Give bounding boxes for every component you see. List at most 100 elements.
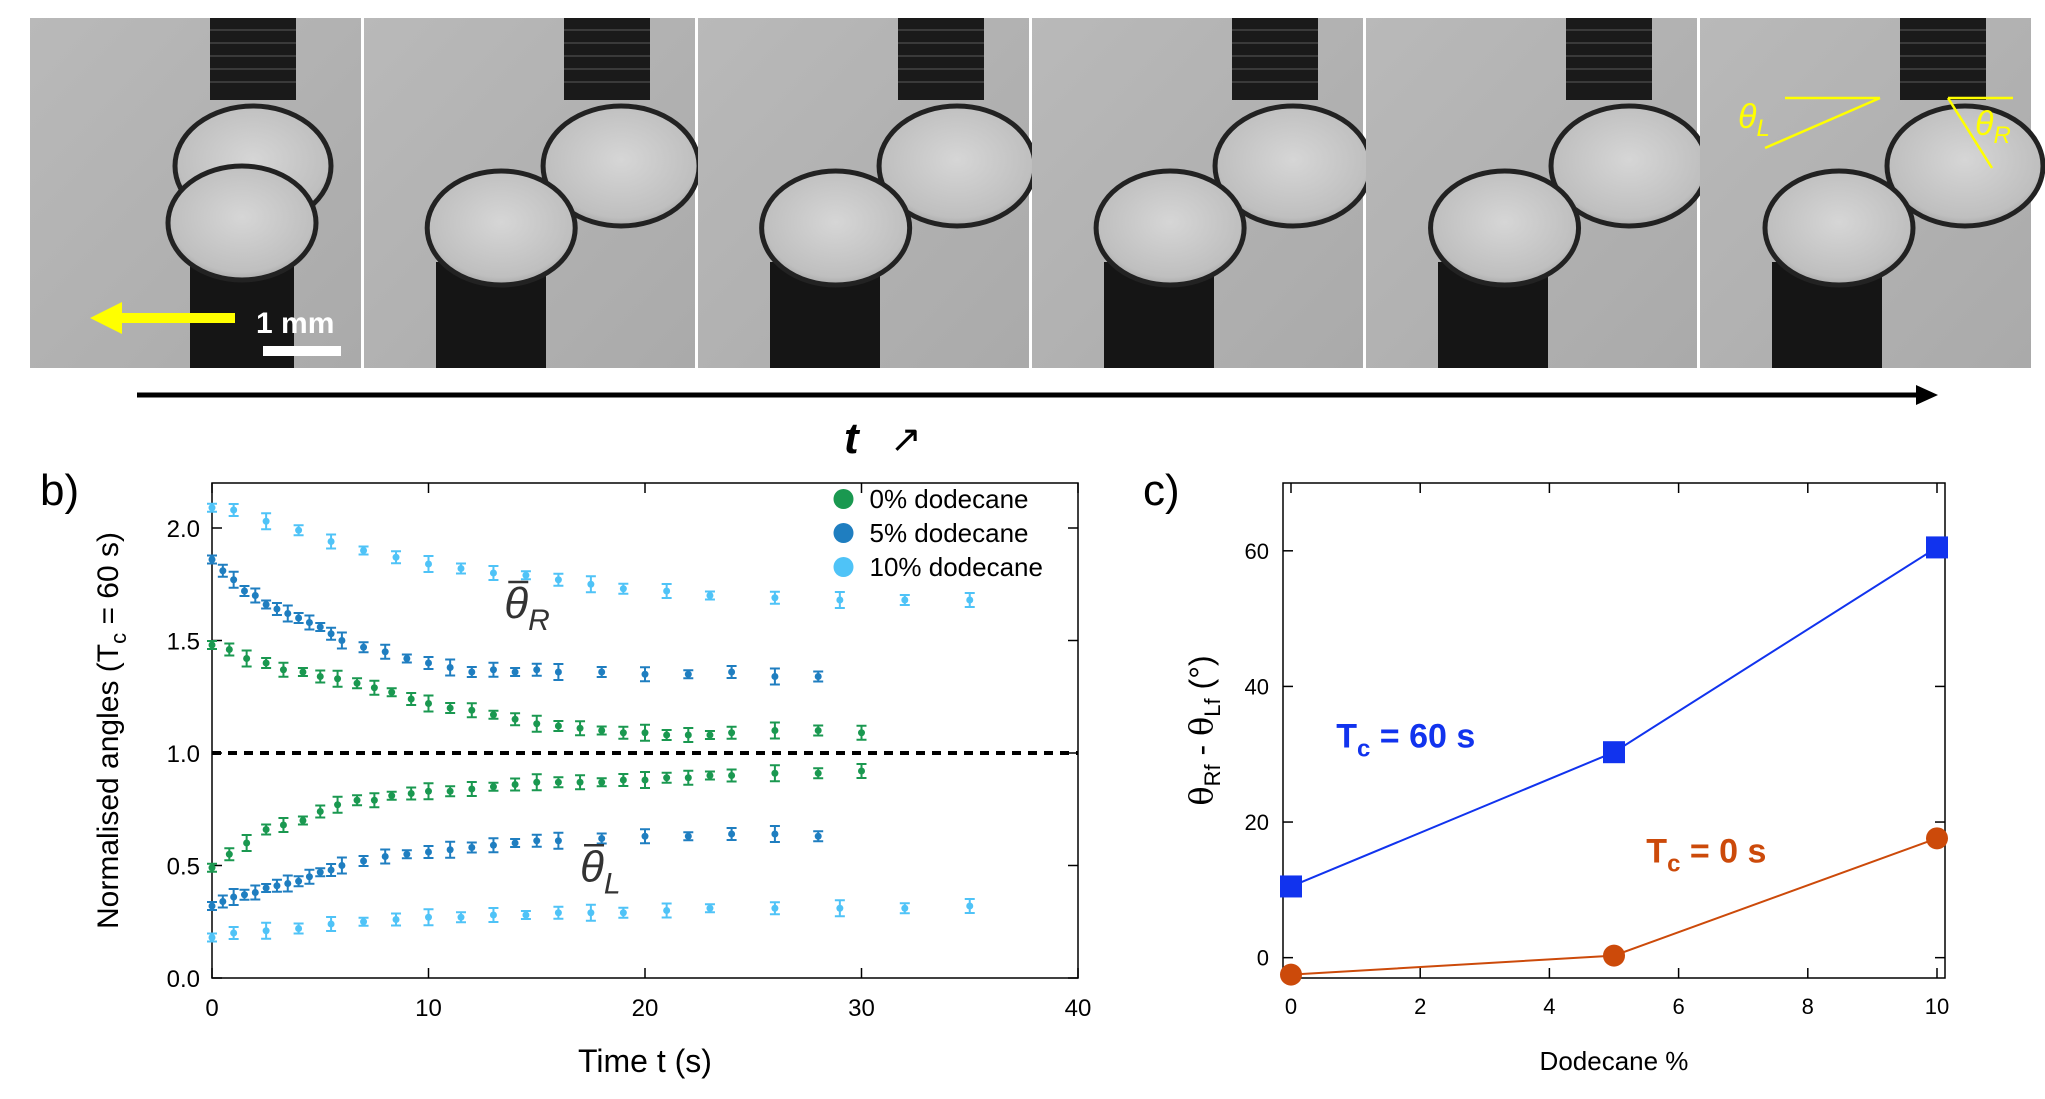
x-tick-label: 40 — [1065, 995, 1092, 1022]
y-tick-label: 40 — [1245, 674, 1269, 699]
data-point — [392, 553, 400, 561]
x-tick-label: 2 — [1414, 994, 1426, 1019]
legend-marker — [833, 489, 854, 509]
y-tick-label: 0.5 — [167, 854, 200, 881]
legend-label: 10% dodecane — [870, 552, 1043, 582]
x-axis-label: Time t (s) — [578, 1043, 712, 1079]
data-point — [305, 619, 313, 626]
data-point — [425, 913, 432, 921]
data-point — [353, 796, 361, 804]
data-point — [684, 731, 692, 739]
data-point — [489, 711, 497, 719]
data-point — [489, 783, 497, 791]
data-point — [338, 637, 346, 644]
data-point — [295, 526, 303, 534]
time-axis-label: t — [844, 414, 861, 463]
data-point — [388, 792, 396, 800]
panel-b-label: b) — [40, 466, 79, 515]
droplet-frame — [1366, 18, 1710, 368]
data-point — [814, 769, 822, 777]
data-point — [598, 778, 606, 786]
data-point — [273, 605, 281, 613]
data-point — [489, 569, 497, 577]
data-point — [208, 504, 216, 512]
data-point — [240, 587, 248, 595]
data-point — [407, 695, 415, 703]
legend-marker — [833, 557, 854, 577]
data-point — [230, 929, 238, 937]
plot-frame-c — [1282, 482, 1946, 979]
data-point — [208, 934, 216, 941]
data-point — [554, 909, 562, 917]
data-point — [279, 821, 287, 829]
data-point — [425, 659, 432, 667]
data-point — [554, 837, 562, 845]
lower-droplet — [1093, 168, 1247, 288]
panel-c-label: c) — [1143, 466, 1180, 515]
data-point — [334, 801, 342, 809]
data-point — [360, 857, 368, 865]
data-point — [489, 666, 497, 674]
data-point — [425, 560, 432, 568]
data-point — [208, 641, 216, 649]
data-point — [619, 909, 627, 917]
data-point — [262, 517, 270, 525]
data-point — [619, 585, 627, 593]
data-point — [587, 580, 595, 588]
data-point — [663, 731, 671, 739]
lower-droplet — [424, 168, 578, 288]
data-point — [511, 839, 519, 847]
x-tick-label: 30 — [848, 995, 875, 1022]
data-point — [706, 772, 714, 779]
time-arrowhead-icon — [1916, 385, 1938, 405]
data-point — [468, 706, 476, 714]
data-point — [598, 668, 606, 676]
y-tick-label: 60 — [1245, 539, 1269, 564]
data-point — [706, 904, 714, 912]
data-point — [728, 729, 736, 737]
data-point — [262, 659, 270, 667]
data-point — [284, 610, 292, 617]
data-point — [230, 506, 238, 514]
data-point — [684, 670, 692, 678]
data-point — [457, 565, 465, 572]
data-marker — [1280, 963, 1302, 986]
data-point — [243, 839, 251, 847]
data-point — [327, 920, 335, 928]
data-marker — [1926, 536, 1948, 559]
data-point — [208, 864, 216, 872]
data-point — [334, 675, 342, 683]
data-point — [262, 601, 270, 608]
data-point — [327, 866, 335, 874]
lower-droplet — [165, 163, 319, 283]
x-tick-label: 4 — [1543, 994, 1555, 1019]
data-point — [360, 547, 368, 554]
data-point — [230, 893, 238, 901]
data-point — [370, 796, 378, 804]
data-point — [468, 844, 476, 851]
data-point — [663, 774, 671, 782]
x-tick-label: 10 — [1925, 994, 1949, 1019]
theta-right-label: θR — [1975, 105, 2011, 149]
chart-c: 0 2 4 6 8 10 0 20 40 60 Tc = 60 s Tc = 0 s Dodecane … — [1182, 482, 1949, 1076]
data-point — [446, 664, 454, 671]
top-needle — [564, 18, 650, 100]
data-point — [966, 902, 974, 910]
data-point — [219, 898, 227, 905]
data-point — [814, 673, 822, 680]
data-point — [392, 916, 400, 923]
data-point — [225, 646, 233, 653]
droplet-frame — [364, 18, 702, 368]
data-point — [836, 904, 844, 912]
data-point — [295, 614, 303, 622]
data-point — [240, 891, 248, 899]
data-point — [598, 727, 606, 734]
data-point — [576, 724, 584, 732]
data-point — [533, 837, 541, 845]
data-point — [425, 848, 432, 856]
data-point — [511, 668, 519, 676]
y-tick-label: 0 — [1257, 946, 1269, 971]
data-point — [728, 830, 736, 838]
droplet-frame — [1032, 18, 1374, 368]
